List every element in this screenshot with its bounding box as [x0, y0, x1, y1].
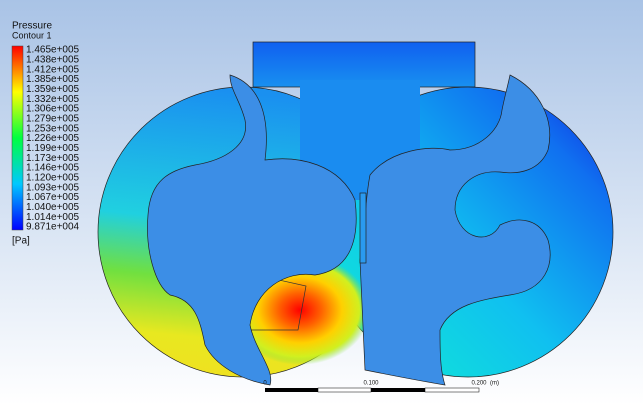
legend-unit: [Pa]	[12, 236, 30, 247]
scale-bar: 0 0.100 0.200 (m)	[263, 381, 499, 393]
legend-label: 1.465e+005	[26, 45, 80, 56]
legend-label: 1.359e+005	[26, 84, 80, 95]
rotors	[147, 74, 551, 386]
legend-label: 1.306e+005	[26, 104, 80, 115]
legend-label: 1.279e+005	[26, 113, 80, 124]
legend-label: 1.014e+005	[26, 212, 80, 223]
legend-title: Pressure	[12, 21, 52, 32]
legend: Pressure Contour 1 1.465e+0051.438e+0051…	[11, 21, 80, 247]
legend-label: 1.412e+005	[26, 64, 80, 75]
legend-label: 9.871e+004	[26, 222, 80, 233]
scale-label: 0.200	[471, 381, 487, 387]
legend-label: 1.173e+005	[26, 153, 80, 164]
legend-label: 1.040e+005	[26, 202, 80, 213]
legend-label: 1.067e+005	[26, 192, 80, 203]
legend-label: 1.199e+005	[26, 143, 80, 154]
scale-label: 0.100	[363, 381, 379, 387]
legend-label: 1.385e+005	[26, 74, 80, 85]
legend-label: 1.226e+005	[26, 133, 80, 144]
scale-unit: (m)	[490, 381, 499, 387]
legend-label: 1.120e+005	[26, 172, 80, 183]
legend-label: 1.253e+005	[26, 123, 80, 134]
color-bar	[11, 45, 24, 231]
scale-label: 0	[263, 381, 267, 387]
legend-label: 1.146e+005	[26, 163, 80, 174]
legend-label: 1.438e+005	[26, 54, 80, 65]
legend-label: 1.332e+005	[26, 94, 80, 105]
legend-subtitle: Contour 1	[12, 30, 52, 40]
legend-label: 1.093e+005	[26, 182, 80, 193]
